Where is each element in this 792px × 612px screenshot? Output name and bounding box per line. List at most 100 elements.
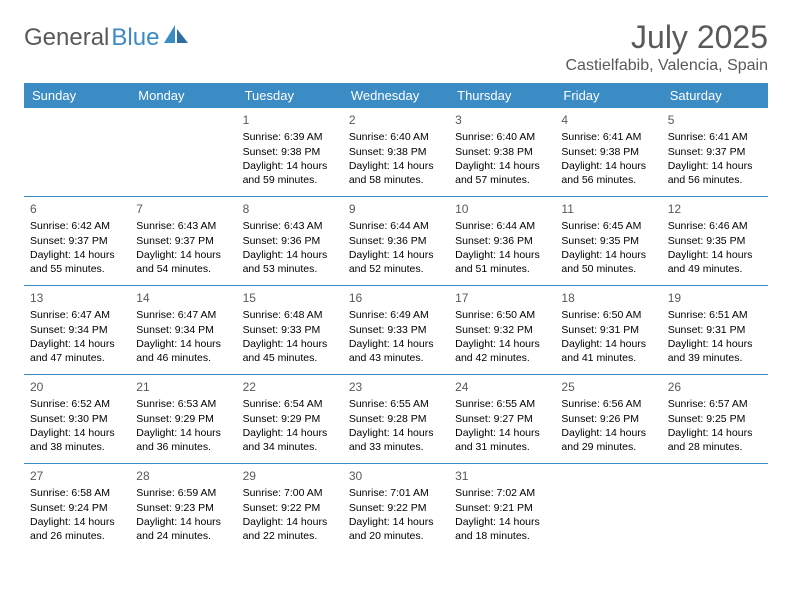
day-cell-10: 10Sunrise: 6:44 AMSunset: 9:36 PMDayligh… (449, 197, 555, 286)
sunset-line: Sunset: 9:27 PM (455, 412, 549, 426)
day-cell-31: 31Sunrise: 7:02 AMSunset: 9:21 PMDayligh… (449, 464, 555, 553)
daylight-line: Daylight: 14 hours and 31 minutes. (455, 426, 549, 454)
day-number: 24 (455, 379, 549, 395)
sunset-line: Sunset: 9:36 PM (455, 234, 549, 248)
day-number: 8 (243, 201, 337, 217)
day-cell-7: 7Sunrise: 6:43 AMSunset: 9:37 PMDaylight… (130, 197, 236, 286)
sunrise-line: Sunrise: 6:42 AM (30, 219, 124, 233)
day-cell-29: 29Sunrise: 7:00 AMSunset: 9:22 PMDayligh… (237, 464, 343, 553)
weekday-header-row: SundayMondayTuesdayWednesdayThursdayFrid… (24, 83, 768, 108)
day-number: 2 (349, 112, 443, 128)
sunset-line: Sunset: 9:25 PM (668, 412, 762, 426)
empty-cell (24, 108, 130, 197)
daylight-line: Daylight: 14 hours and 34 minutes. (243, 426, 337, 454)
daylight-line: Daylight: 14 hours and 29 minutes. (561, 426, 655, 454)
sunset-line: Sunset: 9:38 PM (243, 145, 337, 159)
day-cell-15: 15Sunrise: 6:48 AMSunset: 9:33 PMDayligh… (237, 286, 343, 375)
day-cell-5: 5Sunrise: 6:41 AMSunset: 9:37 PMDaylight… (662, 108, 768, 197)
day-number: 21 (136, 379, 230, 395)
sunset-line: Sunset: 9:36 PM (349, 234, 443, 248)
day-number: 5 (668, 112, 762, 128)
daylight-line: Daylight: 14 hours and 36 minutes. (136, 426, 230, 454)
brand-part1: General (24, 24, 109, 52)
day-number: 3 (455, 112, 549, 128)
sunset-line: Sunset: 9:26 PM (561, 412, 655, 426)
day-number: 28 (136, 468, 230, 484)
sunset-line: Sunset: 9:29 PM (243, 412, 337, 426)
sunrise-line: Sunrise: 6:44 AM (349, 219, 443, 233)
day-number: 20 (30, 379, 124, 395)
day-cell-23: 23Sunrise: 6:55 AMSunset: 9:28 PMDayligh… (343, 375, 449, 464)
day-cell-4: 4Sunrise: 6:41 AMSunset: 9:38 PMDaylight… (555, 108, 661, 197)
weekday-wednesday: Wednesday (343, 83, 449, 108)
daylight-line: Daylight: 14 hours and 47 minutes. (30, 337, 124, 365)
weekday-saturday: Saturday (662, 83, 768, 108)
sunrise-line: Sunrise: 6:43 AM (243, 219, 337, 233)
weekday-friday: Friday (555, 83, 661, 108)
day-number: 4 (561, 112, 655, 128)
day-number: 30 (349, 468, 443, 484)
page-header: GeneralBlue July 2025 Castielfabib, Vale… (24, 20, 768, 75)
day-cell-27: 27Sunrise: 6:58 AMSunset: 9:24 PMDayligh… (24, 464, 130, 553)
day-cell-19: 19 Sunrise: 6:51 AMSunset: 9:31 PMDayligh… (662, 286, 768, 375)
daylight-line: Daylight: 14 hours and 39 minutes. (668, 337, 762, 365)
day-number: 19 (668, 290, 762, 306)
daylight-line: Daylight: 14 hours and 50 minutes. (561, 248, 655, 276)
sunrise-line: Sunrise: 6:41 AM (561, 130, 655, 144)
day-number: 31 (455, 468, 549, 484)
sunrise-line: Sunrise: 6:40 AM (455, 130, 549, 144)
day-number: 9 (349, 201, 443, 217)
day-cell-14: 14Sunrise: 6:47 AMSunset: 9:34 PMDayligh… (130, 286, 236, 375)
calendar-body: 1Sunrise: 6:39 AMSunset: 9:38 PMDaylight… (24, 108, 768, 552)
sunrise-line: Sunrise: 6:45 AM (561, 219, 655, 233)
sunrise-line: Sunrise: 6:53 AM (136, 397, 230, 411)
sunset-line: Sunset: 9:29 PM (136, 412, 230, 426)
sunset-line: Sunset: 9:34 PM (136, 323, 230, 337)
day-cell-11: 11 Sunrise: 6:45 AMSunset: 9:35 PMDayligh… (555, 197, 661, 286)
day-cell-8: 8Sunrise: 6:43 AMSunset: 9:36 PMDaylight… (237, 197, 343, 286)
sunset-line: Sunset: 9:32 PM (455, 323, 549, 337)
day-number: 22 (243, 379, 337, 395)
sunrise-line: Sunrise: 6:46 AM (668, 219, 762, 233)
brand-logo: GeneralBlue (24, 24, 188, 52)
daylight-line: Daylight: 14 hours and 59 minutes. (243, 159, 337, 187)
sunrise-line: Sunrise: 6:59 AM (136, 486, 230, 500)
sunset-line: Sunset: 9:35 PM (561, 234, 655, 248)
sunrise-line: Sunrise: 6:58 AM (30, 486, 124, 500)
calendar-row: 27Sunrise: 6:58 AMSunset: 9:24 PMDayligh… (24, 464, 768, 553)
calendar-row: 6Sunrise: 6:42 AMSunset: 9:37 PMDaylight… (24, 197, 768, 286)
daylight-line: Daylight: 14 hours and 20 minutes. (349, 515, 443, 543)
sunrise-line: Sunrise: 6:43 AM (136, 219, 230, 233)
daylight-line: Daylight: 14 hours and 22 minutes. (243, 515, 337, 543)
sunrise-line: Sunrise: 6:51 AM (668, 308, 762, 322)
sunset-line: Sunset: 9:31 PM (668, 323, 762, 337)
sunrise-line: Sunrise: 6:50 AM (561, 308, 655, 322)
daylight-line: Daylight: 14 hours and 55 minutes. (30, 248, 124, 276)
daylight-line: Daylight: 14 hours and 46 minutes. (136, 337, 230, 365)
day-number: 29 (243, 468, 337, 484)
day-cell-3: 3Sunrise: 6:40 AMSunset: 9:38 PMDaylight… (449, 108, 555, 197)
daylight-line: Daylight: 14 hours and 52 minutes. (349, 248, 443, 276)
empty-cell (555, 464, 661, 553)
daylight-line: Daylight: 14 hours and 56 minutes. (561, 159, 655, 187)
weekday-thursday: Thursday (449, 83, 555, 108)
sunset-line: Sunset: 9:33 PM (349, 323, 443, 337)
location-text: Castielfabib, Valencia, Spain (566, 57, 769, 75)
sunset-line: Sunset: 9:33 PM (243, 323, 337, 337)
day-cell-17: 17Sunrise: 6:50 AMSunset: 9:32 PMDayligh… (449, 286, 555, 375)
day-cell-2: 2Sunrise: 6:40 AMSunset: 9:38 PMDaylight… (343, 108, 449, 197)
day-number: 16 (349, 290, 443, 306)
brand-part2: Blue (111, 24, 159, 52)
day-number: 7 (136, 201, 230, 217)
calendar-row: 20Sunrise: 6:52 AMSunset: 9:30 PMDayligh… (24, 375, 768, 464)
sunrise-line: Sunrise: 6:57 AM (668, 397, 762, 411)
sunrise-line: Sunrise: 6:39 AM (243, 130, 337, 144)
daylight-line: Daylight: 14 hours and 33 minutes. (349, 426, 443, 454)
sunset-line: Sunset: 9:30 PM (30, 412, 124, 426)
weekday-sunday: Sunday (24, 83, 130, 108)
day-number: 11 (561, 201, 655, 217)
sunrise-line: Sunrise: 6:55 AM (349, 397, 443, 411)
daylight-line: Daylight: 14 hours and 24 minutes. (136, 515, 230, 543)
sunrise-line: Sunrise: 6:56 AM (561, 397, 655, 411)
sunset-line: Sunset: 9:21 PM (455, 501, 549, 515)
